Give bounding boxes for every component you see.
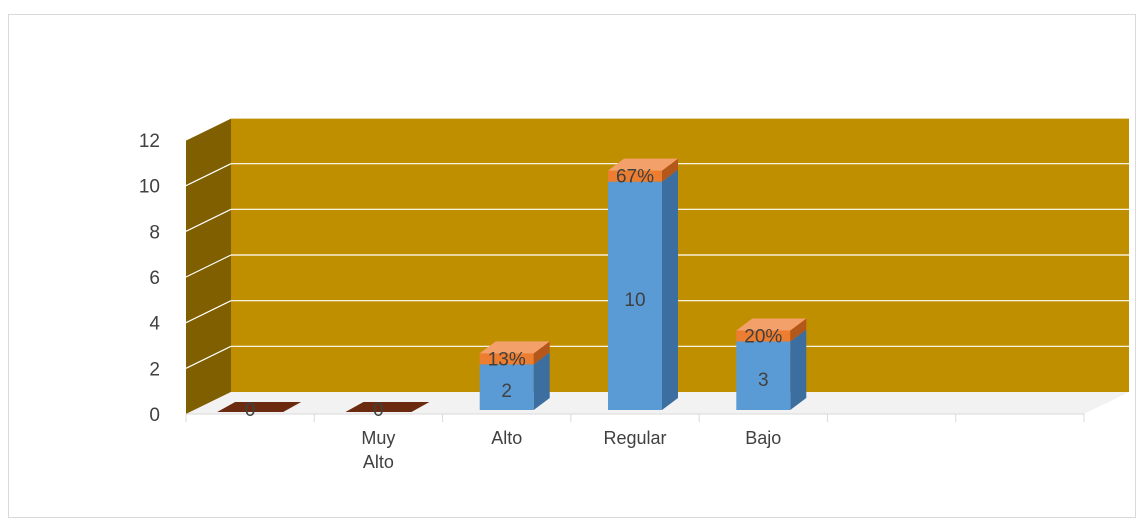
y-tick-label: 4	[149, 314, 160, 335]
y-tick-label: 12	[139, 131, 160, 152]
bar-side	[790, 329, 807, 410]
bar	[608, 181, 662, 410]
data-label-percent: 20%	[744, 327, 782, 348]
bar-cap-side	[662, 158, 678, 182]
bar-cap-top	[736, 318, 807, 331]
y-tick-label: 10	[139, 177, 160, 198]
data-label: 3	[758, 370, 769, 391]
bar-side	[662, 169, 678, 410]
bar-zero	[217, 402, 302, 412]
x-category-label: Muy	[361, 428, 395, 448]
data-label: 0	[245, 400, 256, 421]
data-label-percent: 13%	[488, 349, 526, 370]
bar-cap-side	[533, 341, 550, 365]
bar-cap-top	[608, 158, 678, 171]
bar-cap	[736, 330, 791, 342]
gridline-side	[185, 254, 232, 278]
y-tick-label: 0	[149, 405, 160, 426]
y-tick-label: 6	[149, 268, 160, 289]
bar	[479, 364, 534, 410]
gridline-side	[185, 208, 232, 232]
data-label: 10	[624, 290, 645, 311]
data-label: 2	[501, 381, 512, 402]
x-category-label: Alto	[491, 428, 522, 448]
bar-cap	[479, 353, 534, 365]
x-category-label: Alto	[363, 452, 394, 472]
gridline-side	[185, 117, 232, 141]
x-category-label: Regular	[603, 428, 666, 448]
bar-side	[533, 352, 550, 410]
bar-cap	[608, 170, 662, 182]
x-category-label: Bajo	[745, 428, 781, 448]
bar-cap-top	[479, 341, 550, 354]
data-label: 0	[373, 400, 384, 421]
gridline-side	[185, 163, 232, 187]
y-tick-label: 2	[149, 359, 160, 380]
bar-zero	[345, 402, 430, 412]
data-label-percent: 67%	[616, 167, 654, 188]
bar-cap-side	[790, 318, 807, 342]
y-tick-label: 8	[149, 222, 160, 243]
gridline-side	[185, 300, 232, 324]
gridline-side	[185, 345, 232, 369]
bar	[736, 341, 791, 410]
